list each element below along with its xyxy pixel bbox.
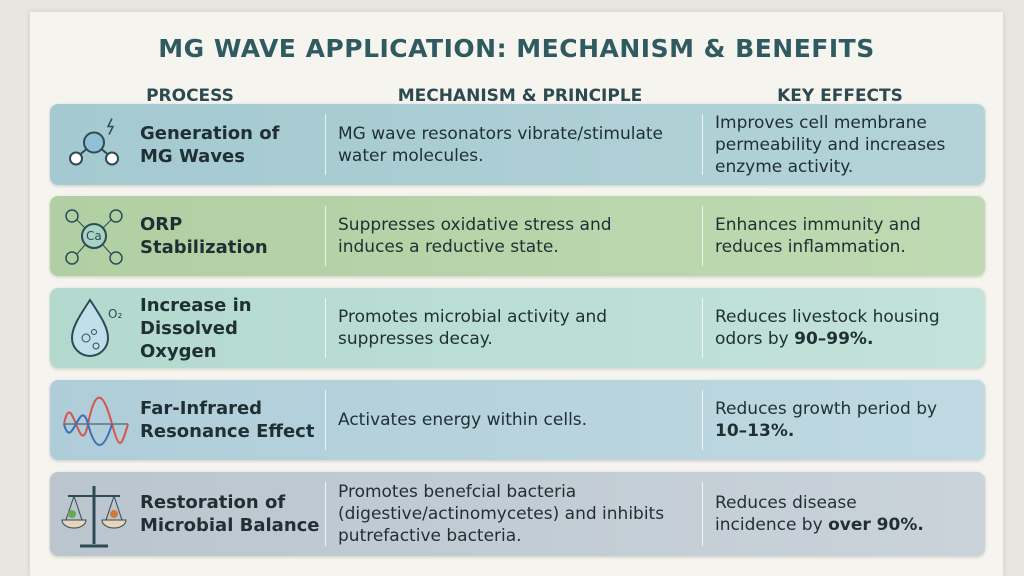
row-icon	[69, 118, 119, 166]
mechanism-cell: Promotes benefcial bacteria (digestive/ac…	[338, 472, 678, 556]
effect-line: Reduces disease	[715, 492, 980, 514]
divider	[325, 114, 326, 175]
mechanism-line: Promotes microbial activity and	[338, 307, 608, 327]
process-cell: Far-Infrared Resonance Effect	[140, 380, 320, 460]
effect-line: Enhances immunity and	[715, 214, 980, 236]
row-icon	[61, 486, 127, 548]
divider	[325, 482, 326, 546]
process-line: Increase in	[140, 294, 252, 316]
row-icon: Ca	[65, 209, 123, 265]
effect-highlight: 10–13%.	[715, 421, 795, 441]
effect-line: incidence by over 90%.	[715, 514, 980, 536]
mechanism-cell: MG wave resonators vibrate/stimulate wate…	[338, 104, 678, 185]
process-line: Far-Infrared	[140, 398, 263, 419]
divider	[325, 298, 326, 358]
divider	[702, 390, 703, 450]
table-row: Ca ORP Stabilization Suppresses oxidative s…	[50, 196, 985, 276]
mechanism-line: Promotes benefcial bacteria	[338, 482, 577, 502]
effect-text: incidence by	[715, 515, 829, 535]
row-icon	[63, 396, 129, 446]
effect-text: reduces inflammation.	[715, 237, 906, 257]
mechanism-line: putrefactive bacteria.	[338, 526, 522, 546]
effect-cell: Reduces growth period by 10–13%.	[715, 380, 980, 460]
effect-line: enzyme activity.	[715, 156, 980, 178]
process-line: Stabilization	[140, 237, 268, 258]
process-line: Dissolved	[140, 317, 238, 339]
column-header: KEY EFFECTS	[777, 86, 903, 106]
effect-line: Reduces growth period by	[715, 398, 980, 420]
effect-text: Reduces livestock housing	[715, 307, 940, 327]
effect-line: odors by 90–99%.	[715, 328, 980, 350]
process-cell: ORP Stabilization	[140, 196, 320, 276]
process-cell: Restoration of Microbial Balance	[140, 472, 320, 556]
effect-highlight: 90–99%.	[794, 329, 874, 349]
effect-text: Enhances immunity and	[715, 215, 921, 235]
mechanism-cell: Promotes microbial activity and suppresse…	[338, 288, 678, 368]
effect-line: Improves cell membrane	[715, 112, 980, 134]
icon-label: Ca	[86, 229, 102, 243]
process-cell: Increase in Dissolved Oxygen	[140, 288, 320, 368]
process-line: ORP	[140, 214, 183, 235]
column-header: MECHANISM & PRINCIPLE	[397, 86, 643, 106]
effect-text: enzyme activity.	[715, 156, 854, 177]
table-row: Far-Infrared Resonance Effect Activates en…	[50, 380, 985, 460]
process-line: MG Waves	[140, 145, 245, 167]
card: MG WAVE APPLICATION: MECHANISM & BENEFIT…	[30, 12, 1003, 576]
effect-text: permeability and increases	[715, 134, 946, 155]
effect-cell: Improves cell membrane permeability and i…	[715, 104, 980, 185]
divider	[325, 390, 326, 450]
effect-line: permeability and increases	[715, 134, 980, 156]
mechanism-line: Suppresses oxidative stress and	[338, 215, 612, 235]
effect-line: reduces inflammation.	[715, 236, 980, 258]
mechanism-cell: Suppresses oxidative stress and induces a…	[338, 196, 678, 276]
table-row: Generation of MG Waves MG wave resonators …	[50, 104, 985, 185]
effect-highlight: over 90%.	[828, 515, 924, 535]
mechanism-line: Activates energy within cells.	[338, 410, 588, 430]
effect-cell: Reduces disease incidence by over 90%.	[715, 472, 980, 556]
process-line: Restoration of	[140, 492, 286, 513]
mechanism-line: water molecules.	[338, 145, 484, 166]
effect-cell: Enhances immunity and reduces inflammatio…	[715, 196, 980, 276]
effect-line: 10–13%.	[715, 420, 980, 442]
icon-label: O₂	[108, 307, 122, 321]
effect-text: Reduces disease	[715, 493, 857, 513]
mechanism-line: MG wave resonators vibrate/stimulate	[338, 123, 664, 144]
process-line: Resonance Effect	[140, 421, 315, 442]
mechanism-line: suppresses decay.	[338, 329, 493, 349]
mechanism-cell: Activates energy within cells.	[338, 380, 678, 460]
effect-text: Reduces growth period by	[715, 399, 938, 419]
effect-text: Improves cell membrane	[715, 112, 927, 133]
divider	[702, 206, 703, 266]
row-icon: O₂	[70, 298, 122, 357]
title: MG WAVE APPLICATION: MECHANISM & BENEFIT…	[158, 34, 875, 63]
effect-cell: Reduces livestock housing odors by 90–99%…	[715, 288, 980, 368]
mechanism-line: (digestive/actinomycetes) and inhibits	[338, 504, 665, 524]
table-row: O₂ Increase in Dissolved Oxygen Promotes mic…	[50, 288, 985, 368]
effect-line: Reduces livestock housing	[715, 306, 980, 328]
divider	[702, 482, 703, 546]
process-line: Generation of	[140, 122, 280, 144]
effect-text: odors by	[715, 329, 795, 349]
process-cell: Generation of MG Waves	[140, 104, 320, 185]
column-header: PROCESS	[146, 86, 234, 106]
divider	[702, 298, 703, 358]
process-line: Oxygen	[140, 340, 217, 362]
divider	[702, 114, 703, 175]
divider	[325, 206, 326, 266]
process-line: Microbial Balance	[140, 515, 320, 536]
table-row: Restoration of Microbial Balance Promotes …	[50, 472, 985, 556]
mechanism-line: induces a reductive state.	[338, 237, 559, 257]
